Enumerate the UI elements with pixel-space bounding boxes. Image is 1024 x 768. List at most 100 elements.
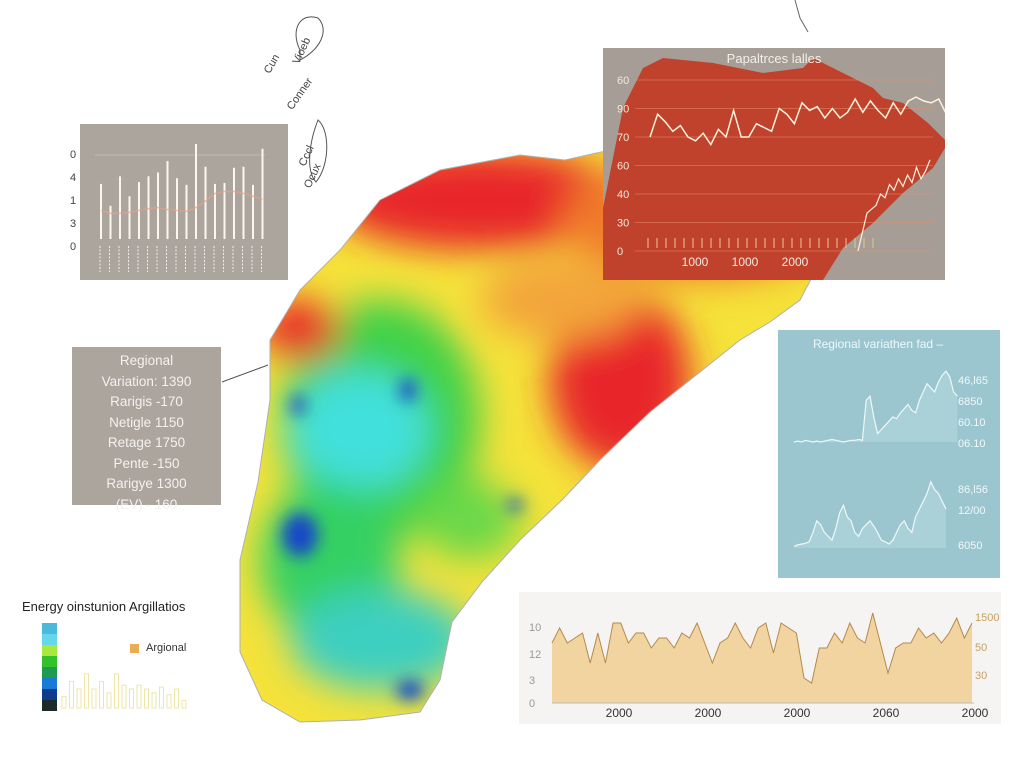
- y-tick-label: 60: [617, 161, 629, 173]
- chart-title: Regional variathen fad –: [813, 337, 943, 351]
- area-line: [551, 612, 973, 684]
- y-tick-label: 70: [617, 132, 629, 144]
- trend-line: [100, 190, 263, 215]
- bar: [128, 196, 131, 239]
- series-line: [793, 480, 947, 547]
- y-tick-label: 0: [70, 241, 76, 253]
- series-line: [793, 370, 958, 443]
- info-line: Variation: 1390: [101, 373, 192, 389]
- regional-variation-chart: Regional variathen fad – 46,l65 6850 60.10 0…: [778, 330, 1000, 578]
- legend-item-label: Argional: [146, 642, 187, 654]
- pointer-line: [221, 364, 269, 383]
- y-tick-label: 6050: [958, 540, 982, 552]
- x-tick-label: 2060: [873, 706, 900, 720]
- info-line: Netigle 1150: [109, 414, 184, 430]
- line-chart-panel: Papaltrces lalles 60 90 70 60 40 30 0 1000 1000 20…: [603, 48, 945, 280]
- chart-title: Papaltrces lalles: [727, 51, 822, 66]
- right-tick-label: 30: [975, 670, 987, 682]
- island-outline: [295, 16, 324, 61]
- legend-bar: [174, 688, 179, 709]
- bar: [119, 176, 121, 239]
- color-scale-swatch: [42, 623, 57, 634]
- legend: [42, 623, 187, 711]
- regional-variation-box: Regional Variation: 1390 Rarigis -170 Netig…: [72, 347, 221, 512]
- y-tick-label: 86,l56: [958, 484, 988, 496]
- y-tick-label: 46,l65: [958, 375, 988, 387]
- bar: [261, 148, 264, 239]
- info-line: Regional: [119, 353, 174, 368]
- area: [794, 481, 946, 548]
- bar: [214, 183, 216, 239]
- bar: [242, 166, 245, 239]
- color-scale-swatch: [42, 678, 57, 689]
- bar: [195, 144, 197, 239]
- legend-bar: [121, 684, 127, 709]
- y-tick-label: 0: [617, 246, 623, 258]
- area: [794, 371, 958, 442]
- bar: [109, 205, 112, 239]
- color-scale-swatch: [42, 634, 57, 645]
- bar: [223, 182, 226, 239]
- x-tick-label: 2000: [782, 255, 809, 269]
- legend-bar: [61, 696, 67, 709]
- legend-bar: [181, 699, 187, 709]
- island-outline: [309, 119, 328, 183]
- legend-bar: [84, 673, 89, 709]
- legend-bar: [69, 680, 74, 709]
- bar: [204, 166, 207, 239]
- x-tick-label: 2000: [784, 706, 811, 720]
- y-tick-label: 40: [617, 189, 629, 201]
- bar: [176, 178, 178, 239]
- info-line: (EV) - 160: [115, 496, 178, 512]
- y-tick-label: 0: [529, 698, 535, 710]
- y-tick-label: 30: [617, 218, 629, 230]
- y-tick-label: 60: [617, 75, 629, 87]
- series-line: [857, 159, 931, 252]
- legend-bar: [76, 688, 82, 709]
- right-tick-label: 1500: [975, 612, 999, 624]
- map-region: [603, 58, 945, 280]
- y-tick-label: 3: [529, 675, 535, 687]
- bar-chart-panel: 0 4 1 3 0: [70, 124, 288, 280]
- legend-bar: [144, 688, 149, 709]
- legend-bar: [114, 673, 119, 709]
- x-tick-label: 2000: [695, 706, 722, 720]
- x-tick-label: 1000: [732, 255, 759, 269]
- x-tick-label: 2000: [606, 706, 633, 720]
- bar: [252, 184, 254, 239]
- bar: [157, 172, 159, 239]
- legend-bar: [129, 688, 134, 709]
- legend-title: Energy oinstunion Argillatios: [22, 599, 186, 614]
- legend-bar: [151, 692, 157, 709]
- legend-bar: [159, 686, 164, 709]
- right-tick-label: 50: [975, 642, 987, 654]
- y-tick-label: 12/00: [958, 505, 986, 517]
- y-tick-label: 10: [529, 622, 541, 634]
- legend-swatch: [130, 644, 139, 653]
- info-line: Retage 1750: [107, 435, 186, 450]
- pointer-line: [794, 0, 809, 33]
- legend-bar: [99, 680, 104, 709]
- color-scale-swatch: [42, 689, 57, 700]
- legend-bar: [166, 694, 172, 709]
- y-tick-label: 1: [70, 195, 76, 207]
- legend-bar: [106, 692, 112, 709]
- x-tick-label: 1000: [682, 255, 709, 269]
- info-line: Rarigye 1300: [106, 476, 187, 491]
- color-scale-swatch: [42, 645, 57, 656]
- color-scale-swatch: [42, 700, 57, 711]
- y-tick-label: 06.10: [958, 438, 986, 450]
- series-line: [649, 96, 945, 147]
- bar: [100, 183, 102, 239]
- info-line: Pente -150: [113, 455, 180, 471]
- legend-bar: [136, 684, 142, 709]
- y-tick-label: 0: [70, 149, 76, 161]
- y-tick-label: 60.10: [958, 417, 986, 429]
- y-tick-label: 4: [70, 172, 76, 184]
- y-tick-label: 90: [617, 104, 629, 116]
- legend-bar: [91, 688, 97, 709]
- y-tick-label: 6850: [958, 396, 982, 408]
- color-scale-swatch: [42, 656, 57, 667]
- y-tick-label: 3: [70, 218, 76, 230]
